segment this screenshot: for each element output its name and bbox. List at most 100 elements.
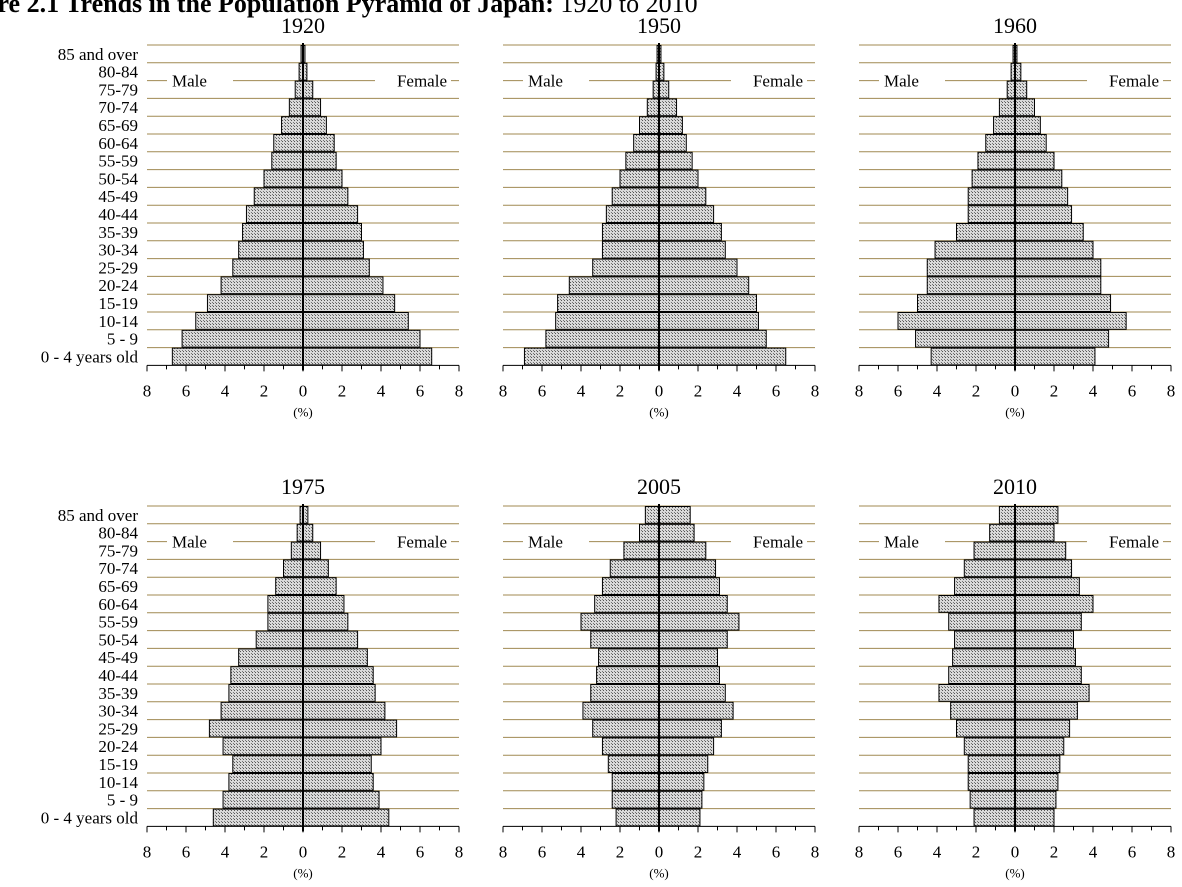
bar-female — [658, 347, 787, 366]
bar-male — [232, 755, 304, 774]
bar-male — [283, 559, 304, 578]
bar-female — [1014, 666, 1082, 685]
x-axis-unit: (%) — [293, 865, 313, 880]
bar-male — [601, 223, 660, 241]
bar-male — [971, 169, 1016, 188]
bar-male — [195, 312, 304, 330]
bar-female — [1014, 523, 1055, 542]
bar-female — [658, 294, 757, 313]
x-tick-label: 2 — [694, 842, 703, 861]
bar-female — [1014, 808, 1055, 827]
bar-male — [609, 559, 660, 578]
bar-male — [590, 630, 660, 649]
bar-female — [302, 648, 368, 667]
bar-female — [302, 719, 398, 738]
bar-male — [582, 701, 660, 720]
bar-female — [302, 684, 376, 702]
age-label: 40-44 — [98, 666, 138, 685]
bar-female — [658, 205, 715, 223]
bar-male — [555, 312, 660, 330]
bar-male — [926, 276, 1016, 295]
age-label: 50-54 — [98, 169, 138, 188]
age-label: 15-19 — [98, 755, 138, 774]
legend-bg — [1087, 533, 1163, 550]
bar-female — [1014, 169, 1063, 188]
age-label: 45-49 — [98, 187, 138, 206]
legend-female: Female — [1109, 533, 1159, 552]
bar-female — [1014, 151, 1055, 170]
bar-female — [1014, 134, 1047, 152]
bar-male — [592, 258, 660, 277]
x-tick-label: 8 — [811, 842, 820, 861]
bar-male — [934, 240, 1016, 259]
bar-female — [658, 737, 715, 756]
x-tick-label: 8 — [1167, 842, 1176, 861]
bar-male — [915, 329, 1016, 348]
x-tick-label: 2 — [1050, 381, 1059, 400]
bar-male — [1006, 80, 1016, 99]
legend-bg — [167, 533, 233, 550]
bar-male — [967, 205, 1016, 223]
age-label: 85 and over — [58, 506, 139, 525]
bar-female — [1014, 223, 1084, 241]
bar-female — [658, 98, 678, 117]
legend-bg — [879, 72, 945, 89]
bar-female — [1014, 559, 1073, 578]
x-tick-label: 6 — [538, 381, 547, 400]
bar-female — [302, 312, 409, 330]
chart-title: 1975 — [281, 474, 325, 499]
bar-female — [302, 347, 433, 366]
bar-male — [639, 116, 660, 134]
bar-female — [1014, 347, 1096, 366]
bar-female — [302, 187, 349, 206]
bar-male — [523, 347, 660, 366]
bar-female — [1014, 294, 1112, 313]
x-tick-label: 0 — [655, 381, 664, 400]
bar-female — [658, 506, 691, 524]
x-tick-label: 6 — [772, 381, 781, 400]
x-axis-unit: (%) — [293, 404, 313, 419]
bar-male — [897, 312, 1016, 330]
bar-female — [658, 134, 687, 152]
bar-female — [658, 312, 759, 330]
bar-female — [302, 223, 362, 241]
age-label: 15-19 — [98, 294, 138, 313]
bar-male — [222, 737, 304, 756]
bar-female — [658, 595, 728, 613]
bar-female — [658, 151, 693, 170]
bar-male — [954, 630, 1016, 649]
age-label: 25-29 — [98, 719, 138, 738]
bar-male — [220, 701, 304, 720]
x-tick-label: 2 — [338, 842, 347, 861]
bar-female — [1014, 790, 1057, 809]
bar-male — [598, 648, 660, 667]
pyramid-2010: 2010 Male Female 8 6 4 2 0 2 4 6 8 (%) — [855, 474, 1176, 880]
bar-male — [948, 612, 1016, 631]
bar-female — [658, 773, 705, 791]
age-label: 0 - 4 years old — [41, 347, 139, 366]
chart-title: 1920 — [281, 13, 325, 38]
age-label: 75-79 — [98, 80, 138, 99]
bar-male — [989, 523, 1016, 542]
x-tick-label: 2 — [616, 381, 625, 400]
legend-male: Male — [172, 533, 207, 552]
bar-female — [1014, 506, 1059, 524]
x-tick-label: 8 — [143, 842, 152, 861]
bar-female — [1014, 701, 1078, 720]
x-tick-label: 4 — [733, 381, 742, 400]
bar-male — [232, 258, 304, 277]
legend-male: Male — [528, 72, 563, 91]
age-label: 65-69 — [98, 577, 138, 596]
bar-female — [302, 630, 359, 649]
legend-bg — [375, 533, 451, 550]
chart-title: 1960 — [993, 13, 1037, 38]
bar-female — [1014, 116, 1041, 134]
bar-male — [245, 205, 304, 223]
pyramid-1960: 1960 Male Female 8 6 4 2 0 2 4 6 8 (%) — [855, 13, 1176, 419]
x-tick-label: 2 — [972, 381, 981, 400]
legend-female: Female — [397, 72, 447, 91]
bar-male — [611, 773, 660, 791]
bar-female — [1014, 240, 1094, 259]
bar-female — [658, 808, 701, 827]
bar-female — [658, 541, 707, 560]
